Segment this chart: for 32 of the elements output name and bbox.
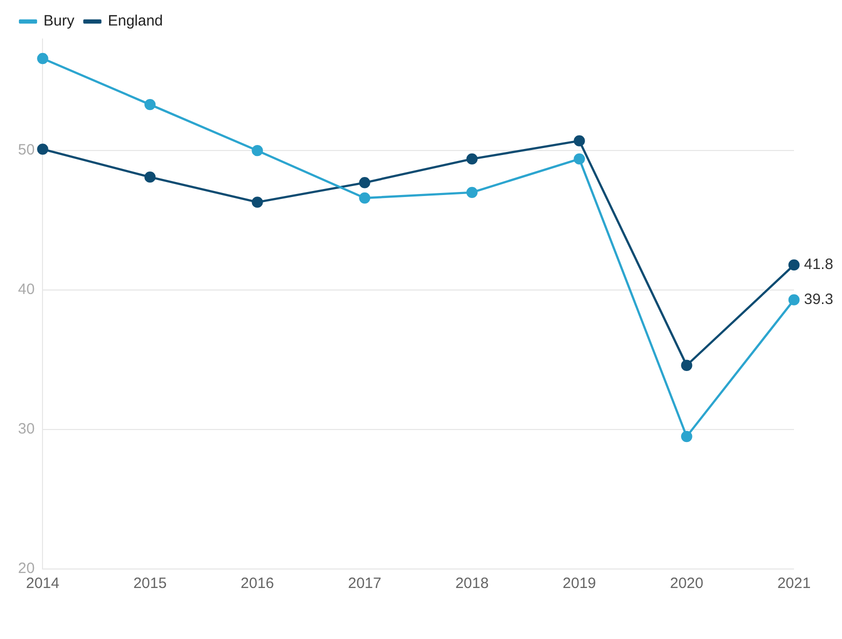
y-tick-label: 40 (18, 281, 35, 298)
point (574, 153, 585, 165)
x-tick-label: 2015 (133, 575, 167, 592)
x-tick-label: 2014 (26, 575, 60, 592)
data-label: 41.8 (804, 256, 834, 274)
point (252, 144, 263, 156)
x-tick-label: 2020 (670, 575, 704, 592)
y-tick-label: 30 (18, 420, 35, 438)
point (252, 196, 263, 208)
y-tick-label: 20 (18, 560, 35, 578)
point (359, 192, 370, 204)
x-tick-label: 2019 (562, 575, 596, 592)
x-tick-label: 2016 (240, 575, 274, 592)
point (466, 186, 478, 198)
x-tick-label: 2021 (777, 575, 811, 592)
point (681, 430, 692, 442)
point (144, 98, 156, 110)
data-label: 39.3 (804, 290, 834, 308)
x-tick-label: 2018 (455, 575, 489, 592)
point (359, 177, 370, 188)
point (574, 135, 585, 146)
point (37, 52, 48, 64)
y-tick-label: 50 (18, 142, 35, 159)
x-tick-label: 2017 (348, 575, 382, 592)
legend-label: England (108, 12, 163, 30)
point (681, 360, 692, 371)
legend-label: Bury (44, 12, 75, 30)
point (788, 259, 800, 271)
point (144, 171, 156, 183)
point (788, 294, 800, 306)
point (37, 144, 48, 155)
point (466, 153, 478, 165)
